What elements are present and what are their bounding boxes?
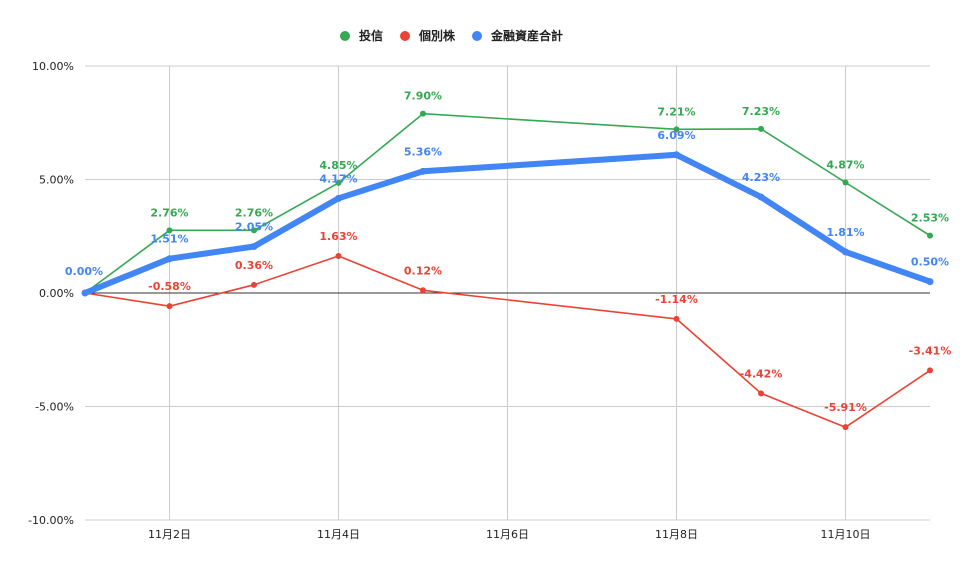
series-lines [81, 110, 934, 431]
legend-label: 個別株 [418, 28, 456, 43]
data-label: 0.36% [235, 259, 273, 272]
legend-label: 投信 [359, 28, 383, 43]
data-point [166, 227, 173, 234]
data-point [335, 179, 342, 186]
data-label: 2.76% [235, 206, 273, 219]
data-label: -4.42% [740, 367, 783, 380]
data-label: 0.12% [404, 264, 442, 277]
y-tick-label: 10.00% [32, 60, 74, 73]
x-tick-label: 11月8日 [655, 528, 698, 541]
x-tick-label: 11月10日 [821, 528, 871, 541]
data-point [926, 278, 934, 286]
data-label: 2.76% [150, 206, 188, 219]
data-label: -5.91% [824, 401, 867, 414]
y-tick-label: 5.00% [39, 174, 74, 187]
data-point [166, 303, 173, 310]
data-label: 2.05% [235, 220, 273, 233]
data-label: 1.63% [319, 230, 357, 243]
legend-label: 金融資産合計 [490, 28, 563, 43]
axes: 10.00% 5.00% 0.00% -5.00% -10.00% 11月2日 11月4日 1… [28, 60, 930, 541]
x-tick-label: 11月4日 [317, 528, 360, 541]
legend: 投信 個別株 金融資産合計 [340, 28, 563, 43]
data-point [673, 151, 680, 159]
data-point [758, 390, 764, 397]
data-point [166, 255, 173, 263]
y-tick-label: 0.00% [39, 287, 74, 300]
data-point [81, 289, 89, 297]
data-point [420, 110, 426, 117]
y-tick-label: -5.00% [35, 401, 74, 414]
data-label: 1.51% [150, 233, 188, 246]
legend-marker [400, 31, 410, 41]
data-label: 4.23% [742, 171, 780, 184]
data-point [251, 281, 257, 288]
data-label: 6.09% [657, 129, 695, 142]
data-label: 7.90% [404, 90, 442, 103]
data-point [335, 252, 342, 259]
data-point [758, 125, 764, 132]
legend-marker [340, 31, 350, 41]
data-point [927, 232, 933, 239]
data-label: -3.41% [909, 344, 952, 357]
data-point [673, 315, 680, 322]
data-label: 7.21% [657, 105, 695, 118]
legend-marker [472, 31, 482, 41]
data-labels: 2.76% 2.76% 4.85% 7.90% 7.21% 7.23% 4.87% 2.53%… [65, 90, 951, 414]
data-label: 4.85% [319, 159, 357, 172]
data-point [251, 227, 257, 234]
data-point [673, 126, 680, 133]
x-tick-label: 11月2日 [148, 528, 191, 541]
data-point [420, 287, 426, 294]
data-label: 0.50% [911, 256, 949, 269]
data-label: 5.36% [404, 145, 442, 158]
data-label: -0.58% [148, 280, 191, 293]
data-point [842, 248, 849, 256]
data-point [419, 167, 427, 175]
data-point [842, 179, 849, 186]
data-label: 0.00% [65, 265, 103, 278]
data-label: 1.81% [826, 226, 864, 239]
data-point [250, 242, 258, 250]
data-point [757, 193, 765, 201]
data-point [927, 367, 933, 374]
data-label: 4.87% [826, 158, 864, 171]
data-point [335, 194, 342, 202]
x-tick-label: 11月6日 [486, 528, 529, 541]
data-label: 4.17% [319, 172, 357, 185]
data-label: 7.23% [742, 105, 780, 118]
data-label: 2.53% [911, 212, 949, 225]
data-point [842, 424, 849, 431]
y-tick-label: -10.00% [28, 514, 74, 527]
data-label: -1.14% [655, 293, 698, 306]
